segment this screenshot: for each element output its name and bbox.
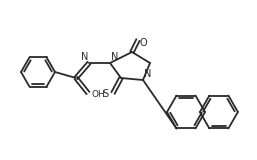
Text: O: O <box>140 38 148 48</box>
Text: N: N <box>111 52 118 62</box>
Text: N: N <box>144 69 151 79</box>
Text: S: S <box>103 89 109 99</box>
Text: OH: OH <box>92 89 106 99</box>
Text: N: N <box>81 52 88 62</box>
